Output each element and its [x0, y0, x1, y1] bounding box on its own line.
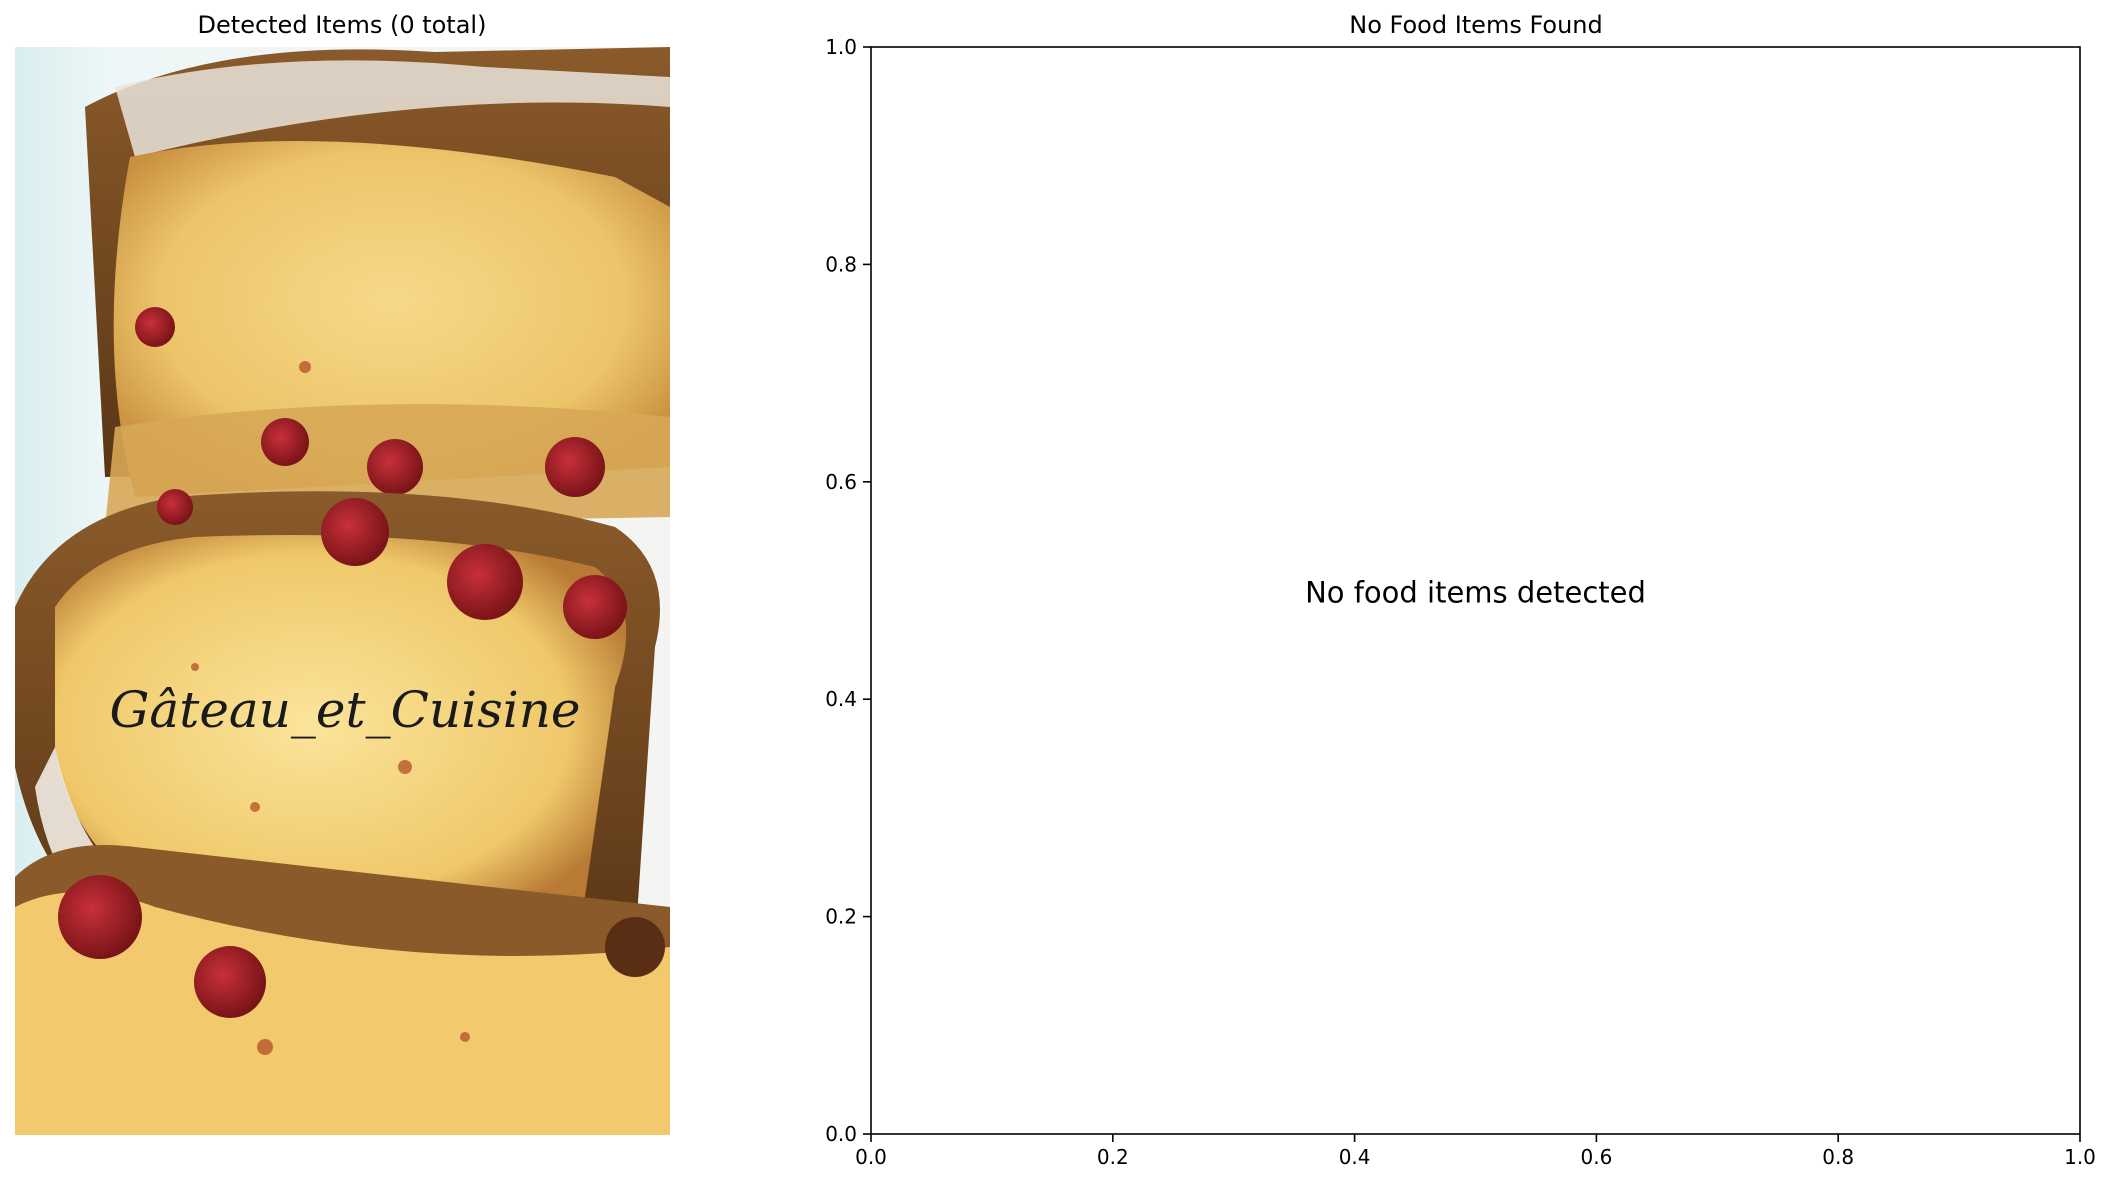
- x-tick-label: 0.4: [1339, 1145, 1371, 1169]
- y-axis: 0.0 0.2 0.4 0.6 0.8 1.0: [825, 35, 871, 1146]
- plot-frame: [870, 46, 2081, 1135]
- x-tick-label: 0.6: [1580, 1145, 1612, 1169]
- y-tick-label: 0.2: [825, 905, 857, 929]
- y-tick-label: 0.4: [825, 687, 857, 711]
- chart-title: No Food Items Found: [1349, 11, 1603, 39]
- cake-photo: Gâteau_et_Cuisine: [15, 47, 670, 1135]
- x-tick-label: 0.0: [855, 1145, 887, 1169]
- photo-watermark: Gâteau_et_Cuisine: [109, 681, 580, 739]
- no-items-message: No food items detected: [1305, 576, 1646, 610]
- x-tick-label: 0.8: [1822, 1145, 1854, 1169]
- x-axis: 0.0 0.2 0.4 0.6 0.8 1.0: [855, 1134, 2096, 1169]
- y-tick-label: 1.0: [825, 35, 857, 59]
- x-tick-label: 0.2: [1097, 1145, 1129, 1169]
- y-tick-label: 0.0: [825, 1122, 857, 1146]
- y-tick-label: 0.8: [825, 252, 857, 276]
- photo-panel-title: Detected Items (0 total): [197, 11, 487, 39]
- y-tick-label: 0.6: [825, 470, 857, 494]
- x-tick-label: 1.0: [2064, 1145, 2096, 1169]
